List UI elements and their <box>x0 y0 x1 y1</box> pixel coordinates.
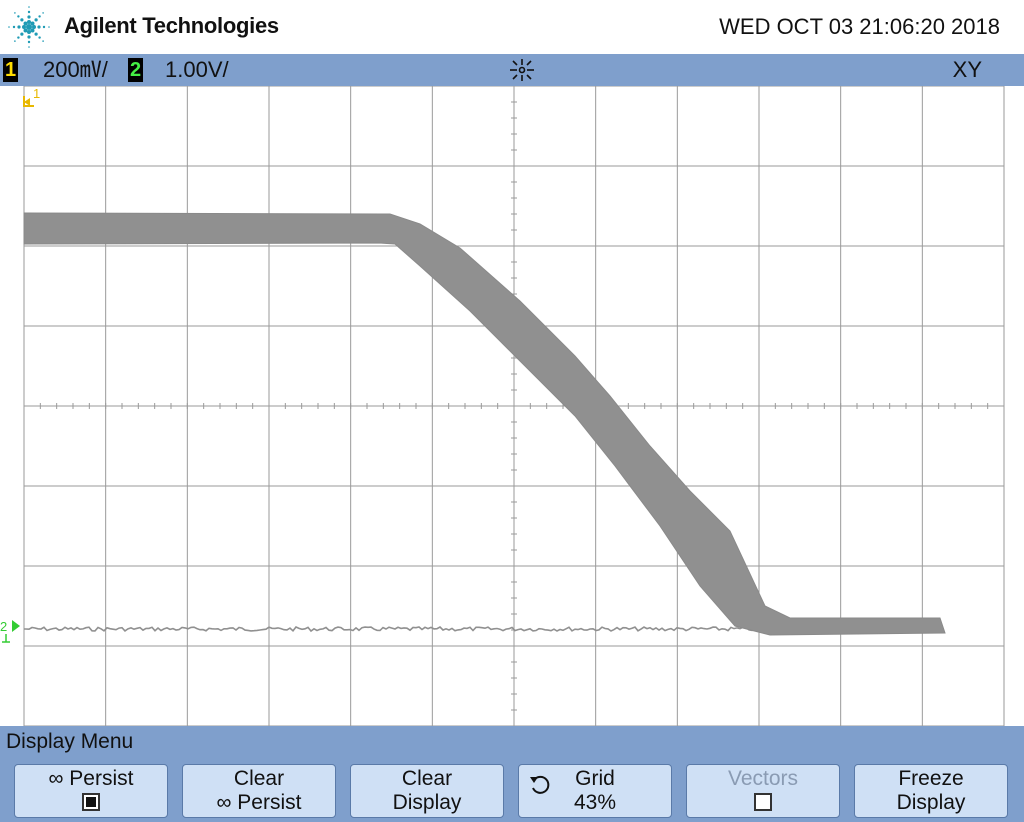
channel-2-ground-marker[interactable]: 2 <box>0 619 20 643</box>
persist-label: ∞ Persist <box>48 767 134 790</box>
checkbox-checked-icon <box>82 793 100 812</box>
grid-label: Grid <box>575 767 615 790</box>
channel-2-marker-label: 2 <box>0 619 7 634</box>
date-time: WED OCT 03 21:06:20 2018 <box>719 14 1000 39</box>
channel-2-scale: 1.00V/ <box>165 57 229 82</box>
vectors-softkey[interactable]: Vectors <box>686 764 840 818</box>
clear-persist-label-1: Clear <box>233 767 285 790</box>
clear-persist-label-2: ∞ Persist <box>216 791 302 814</box>
freeze-display-softkey[interactable]: Freeze Display <box>854 764 1008 818</box>
channel-status-bar: 1 200㎷/ 2 1.00V/ XY <box>0 54 1024 86</box>
display-menu: Display Menu ∞ Persist Clear ∞ Persist C… <box>0 726 1024 822</box>
xy-trace-band <box>23 212 946 636</box>
agilent-logo-icon <box>8 6 50 48</box>
vectors-label: Vectors <box>727 767 799 790</box>
xy-mode-label: XY <box>952 57 982 82</box>
clear-display-label-2: Display <box>392 791 462 814</box>
grid-intensity-softkey[interactable]: Grid 43% <box>518 764 672 818</box>
clear-display-softkey[interactable]: Clear Display <box>350 764 504 818</box>
menu-title: Display Menu <box>6 730 134 753</box>
rotate-knob-icon <box>530 775 550 794</box>
checkbox-unchecked-icon <box>754 793 772 812</box>
persist-softkey[interactable]: ∞ Persist <box>14 764 168 818</box>
grid-value: 43% <box>573 791 617 814</box>
sparkle-icon <box>510 59 534 81</box>
channel-2-baseline-trace <box>24 626 759 633</box>
freeze-display-label-2: Display <box>896 791 966 814</box>
waveform-grid: 1 2 <box>0 86 1005 726</box>
channel-1-scale: 200㎷/ <box>43 57 108 82</box>
brand-name: Agilent Technologies <box>64 13 279 38</box>
clear-persist-softkey[interactable]: Clear ∞ Persist <box>182 764 336 818</box>
brand-bar: Agilent Technologies WED OCT 03 21:06:20… <box>0 0 1024 54</box>
waveform-display[interactable]: 1 2 <box>0 86 1024 726</box>
clear-display-label-1: Clear <box>401 767 453 790</box>
channel-1-ground-marker[interactable]: 1 <box>23 86 40 107</box>
channel-1-badge[interactable]: 1 <box>3 58 18 82</box>
channel-2-badge[interactable]: 2 <box>128 58 143 82</box>
channel-1-marker-label: 1 <box>33 86 40 101</box>
freeze-display-label-1: Freeze <box>898 767 964 790</box>
